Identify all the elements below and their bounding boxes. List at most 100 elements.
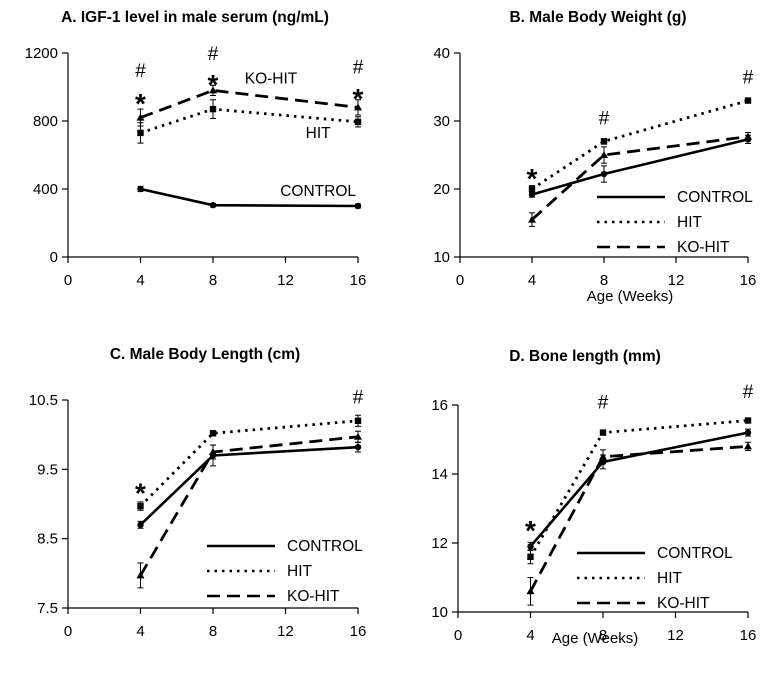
- data-point: [209, 201, 217, 209]
- data-point: [600, 138, 608, 145]
- legend: CONTROL HIT KO-HIT: [577, 545, 733, 612]
- chart-title: B. Male Body Weight (g): [509, 9, 686, 26]
- significance-star: *: [353, 83, 364, 114]
- y-tick-label: 10: [431, 604, 448, 621]
- data-point: [744, 97, 752, 104]
- series-line: [529, 445, 749, 592]
- data-point: [209, 86, 217, 94]
- series-ko-hit: [526, 441, 752, 606]
- series-ko-hit: [136, 430, 362, 589]
- series-line: [140, 88, 359, 119]
- data-point: [526, 587, 535, 595]
- data-point: [354, 443, 362, 451]
- y-tick-label: 10.5: [29, 392, 58, 409]
- significance-hash: #: [743, 68, 754, 89]
- legend-label: KO-HIT: [287, 588, 340, 605]
- x-tick-label: 0: [456, 272, 464, 289]
- x-tick-label: 8: [600, 272, 608, 289]
- significance-hash: #: [743, 382, 754, 403]
- data-point: [137, 502, 144, 510]
- x-tick-label: 8: [599, 627, 607, 644]
- significance-hash: #: [135, 61, 146, 82]
- significance-hash: #: [353, 57, 364, 78]
- data-point: [137, 521, 144, 528]
- series-label: KO-HIT: [245, 71, 298, 88]
- x-tick-label: 8: [209, 623, 217, 640]
- x-tick-label: 4: [526, 627, 534, 644]
- y-tick-label: 40: [433, 45, 450, 62]
- chart-title: A. IGF-1 level in male serum (ng/mL): [61, 9, 329, 26]
- series-line: [531, 135, 749, 221]
- data-point: [744, 442, 752, 450]
- data-point: [527, 553, 534, 560]
- series-hit: [137, 414, 362, 511]
- significance-star: *: [135, 478, 146, 509]
- data-point: [599, 452, 607, 460]
- data-point: [136, 571, 145, 579]
- data-point: [137, 185, 144, 193]
- data-point: [744, 132, 752, 140]
- significance-hash: #: [598, 392, 609, 413]
- chart-title: C. Male Body Length (cm): [110, 346, 300, 363]
- data-point: [209, 448, 217, 455]
- data-point: [354, 103, 362, 111]
- x-tick-label: 12: [668, 272, 685, 289]
- x-tick-label: 4: [528, 272, 536, 289]
- data-point: [528, 215, 536, 223]
- y-tick-label: 16: [431, 397, 448, 414]
- y-tick-label: 0: [50, 249, 58, 266]
- x-tick-label: 4: [136, 272, 144, 289]
- series-hit: [137, 99, 362, 144]
- x-axis-label: Age (Weeks): [552, 630, 638, 647]
- y-tick-label: 8.5: [37, 531, 58, 548]
- significance-hash: #: [599, 108, 610, 129]
- data-point: [136, 113, 145, 121]
- data-point: [600, 151, 608, 158]
- panel-d: D. Bone length (mm) 10 12 14 16 0 4 8 12 16 Age (W…: [431, 348, 756, 647]
- series-hit: [528, 97, 752, 193]
- legend-label: CONTROL: [657, 545, 733, 562]
- series-label: CONTROL: [280, 183, 356, 200]
- y-tick-label: 800: [33, 113, 58, 130]
- y-tick-label: 10: [433, 249, 450, 266]
- series-ko-hit: [528, 132, 752, 227]
- data-point: [528, 185, 536, 193]
- panel-a: A. IGF-1 level in male serum (ng/mL) 0 400…: [25, 9, 367, 289]
- data-point: [600, 170, 608, 178]
- series-control: [137, 185, 362, 210]
- y-tick-label: 9.5: [37, 461, 58, 478]
- legend-label: KO-HIT: [657, 595, 710, 612]
- data-point: [354, 417, 362, 424]
- x-axis-label: Age (Weeks): [587, 288, 673, 305]
- legend-label: HIT: [657, 570, 683, 587]
- y-tick-label: 14: [431, 466, 448, 483]
- data-point: [527, 543, 534, 550]
- legend: CONTROL HIT KO-HIT: [597, 189, 753, 256]
- data-point: [354, 118, 362, 126]
- data-point: [354, 432, 362, 440]
- data-point: [744, 429, 752, 436]
- significance-star: *: [208, 69, 219, 100]
- series-label: HIT: [306, 125, 332, 142]
- series-line: [529, 419, 749, 558]
- legend-label: HIT: [677, 214, 703, 231]
- significance-star: *: [525, 515, 536, 546]
- significance-star: *: [527, 163, 538, 194]
- data-point: [599, 429, 607, 436]
- x-tick-label: 8: [209, 272, 217, 289]
- series-line: [139, 445, 359, 526]
- legend-label: KO-HIT: [677, 239, 730, 256]
- legend: CONTROL HIT KO-HIT: [207, 538, 363, 605]
- series-control: [137, 441, 362, 529]
- y-tick-label: 400: [33, 181, 58, 198]
- x-tick-label: 12: [277, 272, 294, 289]
- x-tick-label: 16: [740, 272, 757, 289]
- series-hit: [527, 417, 752, 565]
- x-tick-label: 0: [454, 627, 462, 644]
- x-tick-label: 0: [64, 623, 72, 640]
- y-tick-label: 30: [433, 113, 450, 130]
- x-tick-label: 12: [667, 627, 684, 644]
- legend-label: HIT: [287, 563, 313, 580]
- x-tick-label: 16: [740, 627, 757, 644]
